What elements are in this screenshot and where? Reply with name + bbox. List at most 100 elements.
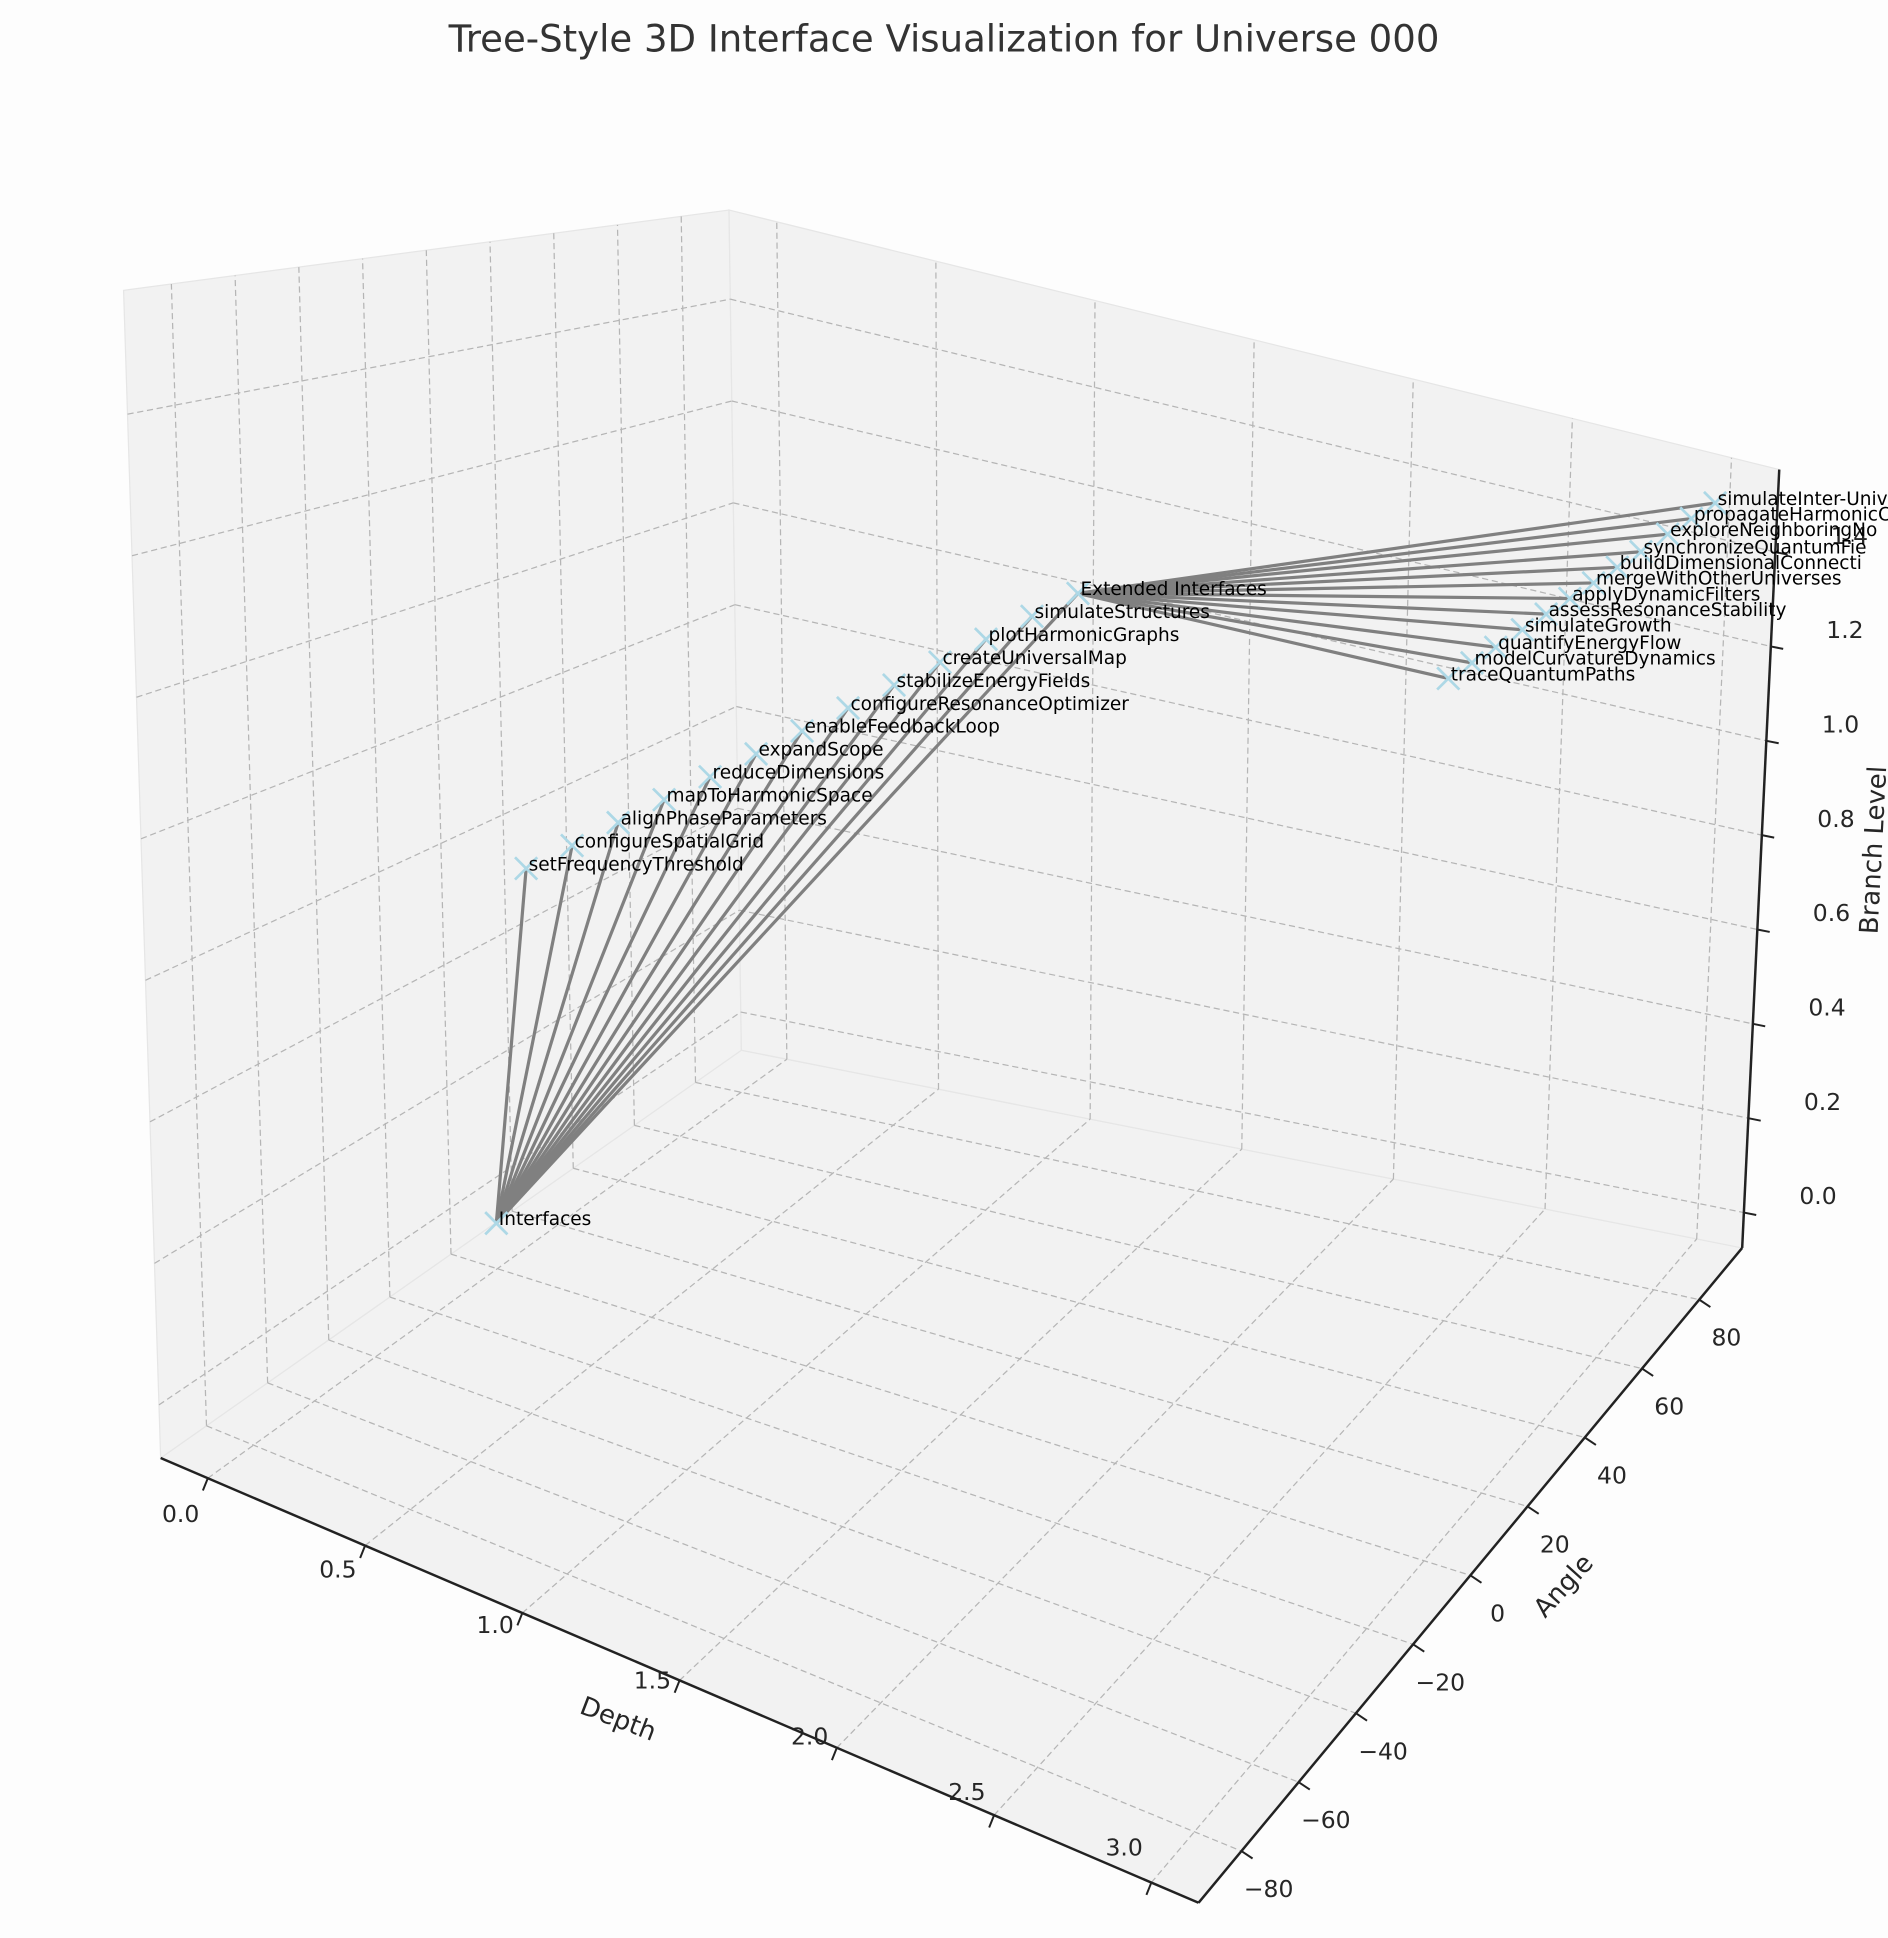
node-marker — [1655, 522, 1680, 547]
x-tick-label: 0.5 — [319, 1556, 356, 1584]
marker-stroke — [1703, 490, 1728, 516]
tree-edge — [495, 592, 1080, 1225]
z-tick-label: 0.6 — [1813, 899, 1850, 927]
grid-line — [267, 1382, 1299, 1783]
x-tick-label: 0.0 — [162, 1500, 199, 1528]
node-label: Interfaces — [499, 1209, 592, 1230]
node-label: expandScope — [759, 740, 884, 761]
node-label: propagateHarmonicC — [1694, 504, 1888, 525]
z-tick-label: 0.4 — [1808, 994, 1845, 1022]
node-label: traceQuantumPaths — [1451, 664, 1636, 685]
marker-stroke — [973, 627, 999, 652]
y-tick-label: −40 — [1358, 1737, 1408, 1765]
node-label: exploreNeighboringNo — [1670, 520, 1877, 541]
tick-mark — [1761, 834, 1775, 839]
grid-line — [521, 1118, 1091, 1614]
tree-edge — [1077, 581, 1594, 596]
tree-edge — [494, 776, 712, 1224]
node-label: reduceDimensions — [713, 763, 885, 784]
node-label: simulateStructures — [1034, 602, 1209, 623]
node-marker — [484, 1211, 509, 1236]
node-marker — [606, 810, 631, 835]
tree-edge — [495, 661, 942, 1225]
grid-line — [1089, 300, 1096, 1120]
axes: 0.00.51.01.52.02.53.0−80−60−40−200204060… — [160, 469, 1868, 1904]
grid-line — [731, 400, 1771, 648]
tree-edge — [1077, 516, 1692, 595]
marker-stroke — [514, 856, 539, 881]
tick-mark — [1584, 1436, 1597, 1446]
node-marker — [1605, 555, 1630, 580]
tick-mark — [1757, 928, 1770, 933]
grid-line — [206, 1425, 1242, 1852]
node-marker — [1679, 506, 1704, 531]
marker-stroke — [560, 833, 585, 858]
tree-edge — [494, 730, 804, 1225]
node-label: quantifyEnergyFlow — [1498, 633, 1681, 654]
edges — [494, 501, 1716, 1225]
tree-edge — [1077, 591, 1547, 616]
marker-stroke — [1483, 635, 1508, 660]
node-label: modelCurvatureDynamics — [1474, 649, 1715, 670]
grid-line — [1241, 339, 1255, 1150]
node-label: createUniversalMap — [942, 648, 1126, 669]
tick-mark — [1775, 551, 1788, 556]
tick-mark — [1698, 1298, 1711, 1308]
y-tick-label: 60 — [1654, 1393, 1684, 1421]
markers — [484, 490, 1728, 1236]
tree-edge — [1077, 591, 1449, 681]
node-label: simulateInter-Unive — [1718, 489, 1888, 510]
marker-stroke — [1510, 617, 1535, 642]
marker-stroke — [835, 695, 861, 721]
grid-line — [733, 502, 1767, 742]
y-axis-line — [1197, 1247, 1744, 1904]
node-marker — [560, 833, 585, 858]
tick-mark — [1748, 1117, 1761, 1122]
grid-line — [511, 1210, 1528, 1508]
marker-stroke — [1628, 539, 1654, 564]
node-label: configureSpatialGrid — [575, 831, 765, 852]
tick-mark — [1766, 739, 1779, 745]
node-marker — [927, 650, 953, 675]
grid-line — [680, 216, 697, 1083]
marker-stroke — [1655, 522, 1680, 547]
node-marker — [973, 627, 999, 652]
tree-edge — [494, 868, 528, 1224]
grid — [127, 216, 1776, 1883]
marker-stroke — [698, 764, 723, 789]
marker-stroke — [1459, 650, 1485, 675]
grid-line — [140, 604, 736, 840]
node-marker — [1534, 602, 1559, 627]
tree-edge — [494, 707, 850, 1225]
grid-line — [389, 1296, 1414, 1645]
x-tick-label: 3.0 — [1106, 1834, 1143, 1862]
node-marker — [1019, 604, 1045, 629]
grid-line — [154, 909, 740, 1264]
grid-line — [234, 275, 269, 1383]
node-marker — [1459, 650, 1485, 675]
tick-mark — [1469, 1574, 1483, 1584]
tree-edge — [494, 845, 574, 1224]
labels: Interfaces setFrequencyThresholdconfigure… — [499, 489, 1888, 1230]
tick-mark — [201, 1477, 209, 1491]
node-marker — [1510, 617, 1535, 642]
grid-line — [730, 298, 1776, 553]
node-marker — [1557, 586, 1582, 611]
node-marker — [881, 673, 907, 698]
node-marker — [1581, 570, 1606, 596]
z-axis-title: Branch Level — [1855, 765, 1888, 935]
node-marker — [1628, 539, 1654, 564]
tick-mark — [516, 1612, 524, 1626]
node-label: setFrequencyThreshold — [529, 854, 744, 875]
marker-stroke — [789, 718, 815, 744]
marker-stroke — [927, 650, 953, 675]
marker-stroke — [1436, 666, 1461, 691]
grid-line — [634, 1124, 1643, 1370]
marker-stroke — [606, 810, 631, 835]
node-label: applyDynamicFilters — [1572, 584, 1760, 605]
y-tick-label: 80 — [1712, 1324, 1742, 1352]
x-axis-title: Depth — [576, 1691, 661, 1747]
tick-mark — [673, 1680, 681, 1694]
node-marker — [1065, 581, 1091, 606]
z-axis-line — [1740, 469, 1781, 1248]
